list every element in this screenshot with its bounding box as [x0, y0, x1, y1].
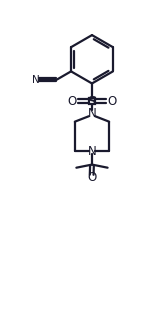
Bar — [89, 99, 95, 104]
Text: N: N — [88, 145, 96, 158]
Text: N: N — [32, 75, 39, 85]
Text: S: S — [87, 95, 97, 108]
Text: O: O — [87, 171, 96, 184]
Text: O: O — [107, 95, 116, 108]
Text: O: O — [68, 95, 77, 108]
Text: N: N — [88, 107, 96, 119]
